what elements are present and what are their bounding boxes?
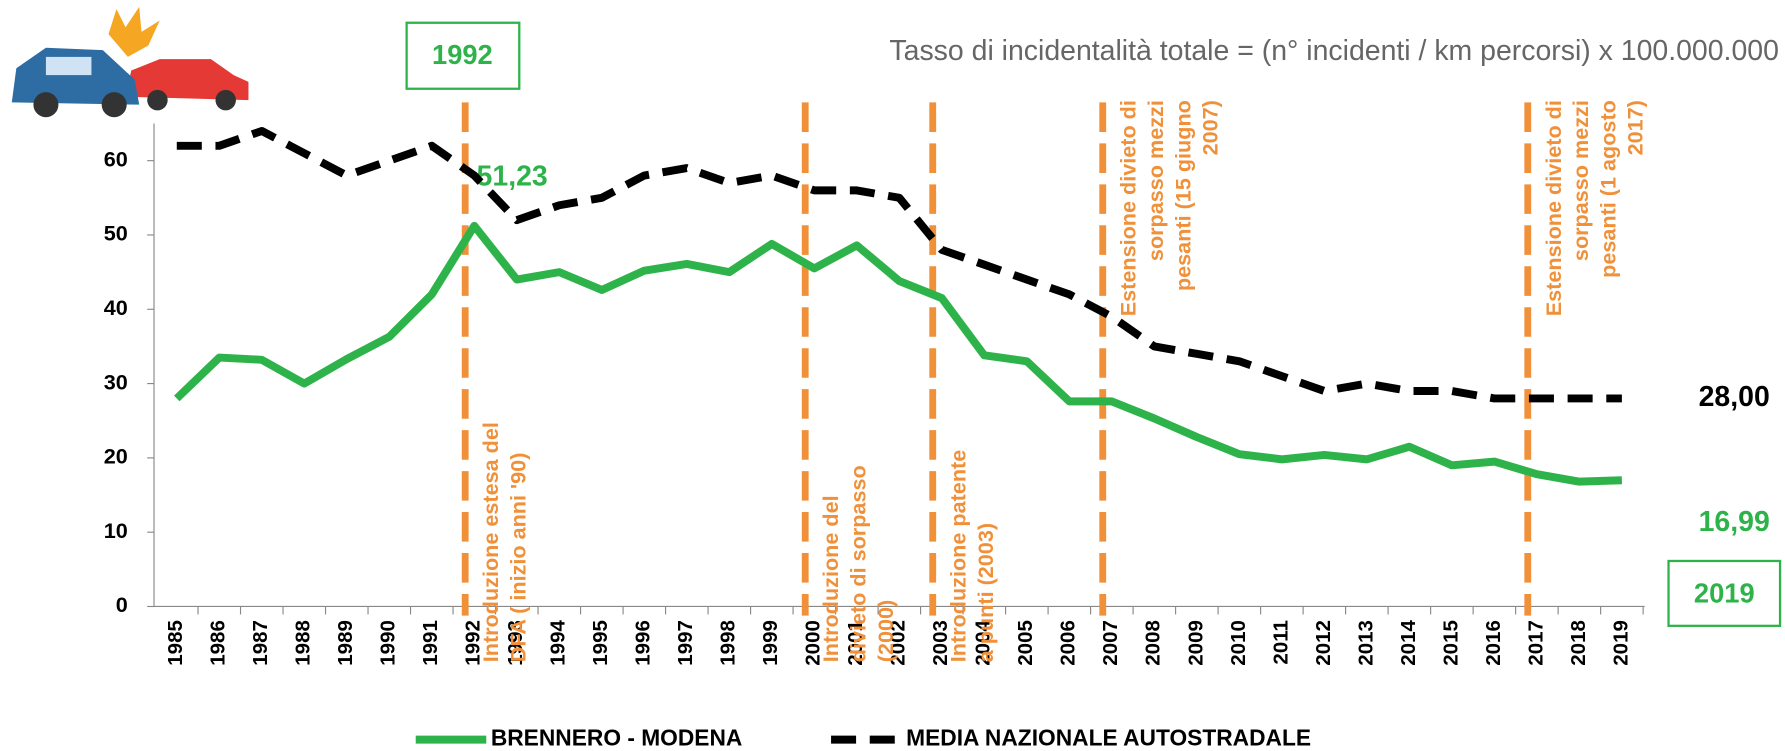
x-tick-label: 1990 (377, 620, 400, 666)
x-tick-label: 2016 (1482, 620, 1505, 666)
series-line (177, 226, 1622, 482)
x-tick-label: 2009 (1184, 620, 1207, 666)
y-tick-label: 0 (116, 592, 128, 617)
x-tick-label: 2006 (1057, 620, 1080, 666)
year-box-label: 2019 (1694, 577, 1755, 608)
legend-label: MEDIA NAZIONALE AUTOSTRADALE (906, 725, 1311, 751)
x-tick-label: 1995 (589, 620, 612, 666)
x-tick-label: 1999 (759, 620, 782, 666)
x-tick-label: 2018 (1567, 620, 1590, 666)
value-label: 51,23 (477, 161, 548, 193)
x-tick-label: 1991 (419, 620, 442, 666)
chart: Tasso di incidentalità totale = (n° inci… (0, 0, 1785, 751)
x-tick-label: 2011 (1269, 620, 1292, 664)
x-tick-label: 2017 (1524, 620, 1547, 666)
y-tick-label: 60 (104, 146, 128, 171)
event-label: sorpasso mezzi (1568, 100, 1593, 261)
event-label: divieto di sorpasso (846, 465, 871, 662)
x-tick-label: 2013 (1354, 620, 1377, 666)
x-tick-label: 2007 (1099, 620, 1122, 666)
x-tick-label: 2019 (1609, 620, 1632, 666)
event-label: DFA ( inizio anni '90) (506, 453, 531, 663)
x-tick-label: 2005 (1014, 620, 1037, 666)
x-tick-label: 2014 (1397, 620, 1420, 666)
event-label: Introduzione del (818, 495, 843, 662)
car-icon (12, 7, 249, 117)
x-tick-label: 1996 (632, 620, 655, 666)
legend-label: BRENNERO - MODENA (491, 725, 743, 751)
year-box-label: 1992 (432, 39, 493, 70)
event-label: Estensione divieto di (1541, 100, 1566, 316)
x-tick-label: 2010 (1227, 620, 1250, 666)
event-label: pesanti (15 giugno (1170, 100, 1195, 291)
x-tick-label: 2015 (1439, 620, 1462, 666)
x-tick-label: 1994 (547, 620, 570, 666)
x-tick-label: 1986 (207, 620, 230, 666)
x-tick-label: 1998 (717, 620, 740, 666)
event-label: (2000) (873, 600, 898, 662)
event-label: 2007) (1198, 100, 1223, 155)
event-label: sorpasso mezzi (1143, 100, 1168, 261)
chart-title: Tasso di incidentalità totale = (n° inci… (889, 35, 1778, 67)
x-tick-label: 1988 (292, 620, 315, 666)
event-label: a punti (2003) (973, 523, 998, 662)
series-line (177, 131, 1622, 398)
y-tick-label: 50 (104, 221, 128, 246)
x-tick-label: 1997 (674, 620, 697, 666)
event-label: Introduzione estesa del (478, 422, 503, 662)
y-tick-label: 10 (104, 518, 128, 543)
value-label: 28,00 (1699, 381, 1770, 413)
y-tick-label: 20 (104, 444, 128, 469)
x-tick-label: 1985 (164, 620, 187, 666)
x-tick-label: 2012 (1312, 620, 1335, 666)
event-label: 2017) (1623, 100, 1648, 155)
event-label: Introduzione patente (946, 450, 971, 663)
x-tick-label: 1987 (249, 620, 272, 666)
x-tick-label: 1989 (334, 620, 357, 666)
y-tick-label: 40 (104, 295, 128, 320)
value-label: 16,99 (1699, 506, 1770, 538)
event-label: pesanti (1 agosto (1595, 100, 1620, 278)
x-tick-label: 2008 (1142, 620, 1165, 666)
event-label: Estensione divieto di (1116, 100, 1141, 316)
y-tick-label: 30 (104, 369, 128, 394)
